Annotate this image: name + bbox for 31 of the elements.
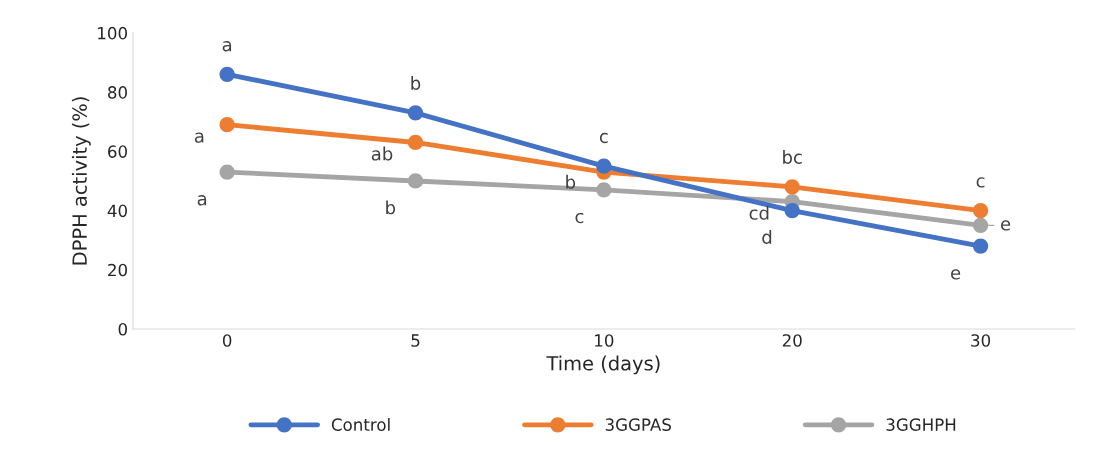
annotation: e (1001, 220, 1011, 231)
annotation: c (575, 212, 584, 224)
x-tick-label: 5 (411, 334, 420, 347)
annotation: bc (783, 149, 802, 164)
annotation: c (976, 177, 985, 188)
annotation: a (194, 132, 204, 143)
legend-label: 3GGPAS (605, 418, 671, 431)
x-tick-label: 0 (222, 334, 232, 347)
annotation: d (762, 230, 772, 244)
x-tick-label: 30 (971, 334, 991, 347)
annotation: ab (371, 146, 393, 161)
x-axis-title: Time (days) (546, 355, 660, 375)
legend-label: Control (331, 418, 390, 431)
y-tick-label: 100 (98, 26, 127, 40)
annotation: b (411, 75, 421, 90)
annotation: cd (749, 205, 769, 220)
y-tick-label: 40 (107, 204, 127, 218)
legend-label: 3GGHPH (886, 418, 956, 431)
annotation: a (197, 195, 207, 206)
y-axis-title: DPPH activity (%) (71, 97, 91, 265)
annotation: c (599, 132, 608, 144)
annotation: a (222, 41, 232, 52)
y-tick-label: 80 (108, 86, 127, 99)
x-tick-label: 10 (595, 334, 614, 347)
y-tick-label: 60 (108, 145, 127, 158)
annotation: b (566, 174, 576, 189)
annotation: e (951, 269, 961, 280)
y-tick-label: 20 (108, 263, 127, 277)
x-tick-label: 20 (782, 334, 802, 347)
annotation: b (386, 200, 396, 215)
y-tick-label: 0 (118, 322, 127, 336)
